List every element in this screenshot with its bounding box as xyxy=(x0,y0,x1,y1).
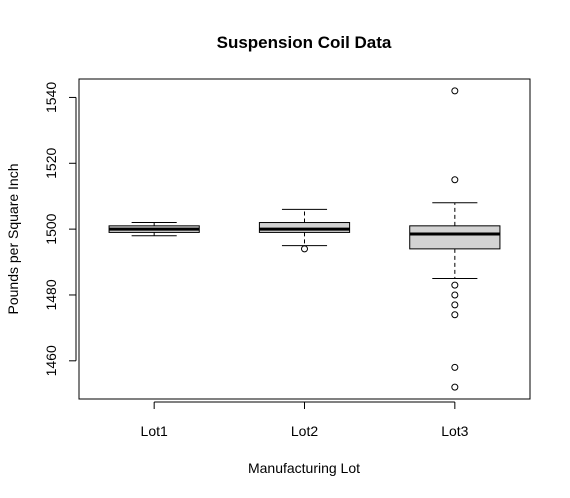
y-axis: 1460 1480 1500 1520 1540 xyxy=(43,82,77,376)
iqr-box xyxy=(258,222,351,233)
x-axis: Lot1 Lot2 Lot3 xyxy=(141,401,469,439)
plot-frame xyxy=(78,78,531,400)
y-tick-label: 1500 xyxy=(43,213,59,244)
outlier-point xyxy=(451,383,459,391)
boxes xyxy=(108,87,501,391)
box-lot1 xyxy=(108,222,200,237)
outlier-point xyxy=(451,87,459,95)
y-tick-label: 1460 xyxy=(43,345,59,376)
y-axis-label: Pounds per Square Inch xyxy=(5,164,21,315)
outlier-point xyxy=(451,311,459,319)
box-lot3 xyxy=(409,87,501,391)
x-tick-label: Lot1 xyxy=(141,423,168,439)
y-tick-label: 1540 xyxy=(43,82,59,113)
outlier-point xyxy=(451,291,459,299)
chart-title: Suspension Coil Data xyxy=(217,33,392,52)
y-tick-label: 1520 xyxy=(43,147,59,178)
outlier-point xyxy=(451,281,459,289)
x-tick-label: Lot3 xyxy=(441,423,468,439)
y-tick-label: 1480 xyxy=(43,279,59,310)
outlier-point xyxy=(451,301,459,309)
outlier-point xyxy=(451,176,459,184)
box-lot2 xyxy=(258,208,351,253)
x-axis-label: Manufacturing Lot xyxy=(248,460,360,476)
outlier-point xyxy=(451,363,459,371)
iqr-box xyxy=(409,225,501,250)
outlier-point xyxy=(301,245,308,253)
x-tick-label: Lot2 xyxy=(291,423,318,439)
